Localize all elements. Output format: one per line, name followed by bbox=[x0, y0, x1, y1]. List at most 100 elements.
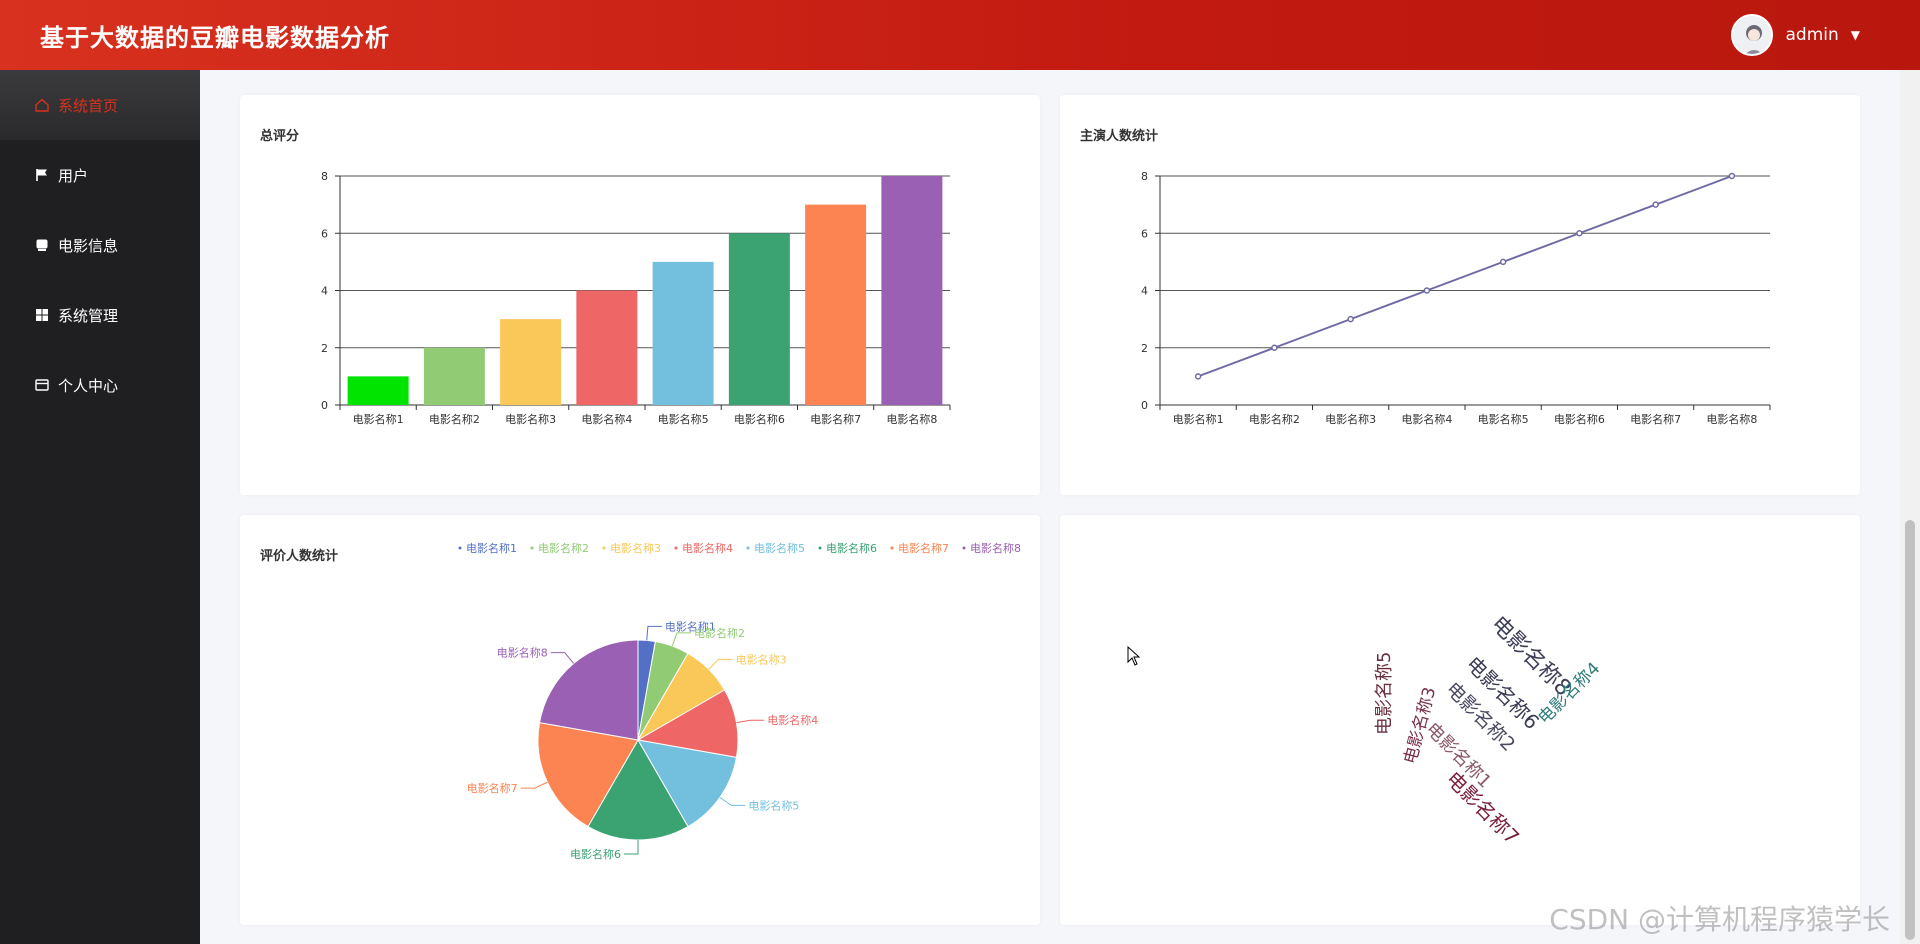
sidebar: 系统首页 用户 电影信息 系统管理 个人中心 bbox=[0, 70, 200, 944]
point bbox=[1423, 287, 1431, 294]
point bbox=[1271, 344, 1278, 351]
y-tick-label: 4 bbox=[1141, 285, 1148, 298]
legend-marker bbox=[962, 546, 966, 550]
y-tick-label: 8 bbox=[321, 170, 328, 183]
x-tick-label: 电影名称7 bbox=[1630, 412, 1681, 426]
legend-label: 电影名称8 bbox=[970, 541, 1021, 555]
legend-label: 电影名称7 bbox=[898, 541, 949, 555]
user-menu[interactable]: admin ▼ bbox=[1731, 14, 1860, 56]
sidebar-item-home[interactable]: 系统首页 bbox=[0, 70, 200, 140]
label-leader bbox=[624, 840, 639, 855]
x-tick-label: 电影名称2 bbox=[429, 412, 480, 426]
bar bbox=[347, 376, 409, 405]
home-icon bbox=[34, 97, 50, 113]
flag-icon bbox=[34, 167, 50, 183]
point bbox=[1499, 258, 1507, 266]
sidebar-item-label: 电影信息 bbox=[58, 236, 119, 255]
pie-slice bbox=[636, 689, 739, 758]
sidebar-item-users[interactable]: 用户 bbox=[0, 140, 200, 210]
point bbox=[1728, 172, 1736, 180]
reviews-panel: 评价人数统计 电影名称1 电影名称2 电影名称3 电影名称4 电影名称5 电影名称6 电影名… bbox=[240, 515, 1040, 925]
legend-marker bbox=[818, 546, 822, 550]
avatar[interactable] bbox=[1731, 14, 1774, 56]
bar bbox=[652, 261, 714, 405]
cast-panel: 主演人数统计 0 2 4 6 8 电影名称1 电影名称2 电影名称3 电影名称4 电影名称5 电影名… bbox=[1060, 95, 1860, 495]
slice-label: 电影名称6 bbox=[570, 847, 621, 861]
bar bbox=[805, 204, 867, 405]
grid-icon bbox=[34, 307, 50, 323]
legend-label: 电影名称1 bbox=[466, 541, 517, 555]
main-content: 总评分 0 2 4 6 8 电影名称1 电影名称2 电影名称3 电影名称4 电影名称5 电影名称6 电… bbox=[200, 70, 1900, 944]
series-line bbox=[1197, 175, 1733, 378]
x-tick-label: 电影名称3 bbox=[1325, 412, 1376, 426]
y-tick-label: 6 bbox=[1141, 227, 1148, 240]
y-tick-label: 2 bbox=[1141, 342, 1148, 355]
x-tick-label: 电影名称5 bbox=[1478, 412, 1529, 426]
legend-marker bbox=[674, 546, 678, 550]
label-leader bbox=[646, 625, 662, 641]
legend-label: 电影名称6 bbox=[826, 541, 877, 555]
x-tick-label: 电影名称1 bbox=[353, 412, 404, 426]
label-leader bbox=[550, 652, 575, 664]
sidebar-item-movies[interactable]: 电影信息 bbox=[0, 210, 200, 280]
sidebar-item-label: 用户 bbox=[58, 166, 89, 185]
legend-marker bbox=[530, 546, 534, 550]
rating-panel: 总评分 0 2 4 6 8 电影名称1 电影名称2 电影名称3 电影名称4 电影名称5 电影名称6 电… bbox=[240, 95, 1040, 495]
app-title: 基于大数据的豆瓣电影数据分析 bbox=[40, 23, 390, 52]
x-tick-label: 电影名称3 bbox=[505, 412, 556, 426]
label-leader bbox=[708, 658, 733, 670]
chevron-down-icon[interactable]: ▼ bbox=[1850, 28, 1860, 42]
label-leader bbox=[671, 632, 691, 647]
point bbox=[1347, 315, 1354, 323]
x-tick-label: 电影名称6 bbox=[1554, 412, 1605, 426]
x-tick-label: 电影名称4 bbox=[1401, 412, 1452, 426]
slice-label: 电影名称7 bbox=[467, 781, 518, 795]
y-tick-label: 6 bbox=[321, 227, 328, 240]
sidebar-item-profile[interactable]: 个人中心 bbox=[0, 350, 200, 420]
bar bbox=[500, 319, 562, 405]
pie-slice bbox=[637, 739, 738, 828]
x-tick-label: 电影名称5 bbox=[658, 412, 709, 426]
mouse-cursor-icon bbox=[1127, 645, 1141, 670]
y-tick-label: 2 bbox=[321, 342, 328, 355]
slice-label: 电影名称2 bbox=[694, 626, 745, 640]
x-tick-label: 电影名称4 bbox=[581, 412, 632, 426]
username[interactable]: admin bbox=[1785, 25, 1839, 45]
panel-title: 总评分 bbox=[260, 129, 300, 144]
slice-label: 电影名称5 bbox=[748, 798, 799, 812]
legend-marker bbox=[746, 546, 750, 550]
panel-title: 评价人数统计 bbox=[260, 549, 339, 564]
reviews-pie-chart: 电影名称1 电影名称2 电影名称3 电影名称4 电影名称5 电影名称6 电影名称7 电影名称8… bbox=[458, 541, 1021, 861]
rating-bar-chart: 0 2 4 6 8 电影名称1 电影名称2 电影名称3 电影名称4 电影名称5 电影名称6 电影名称7… bbox=[321, 170, 951, 426]
pie-slice bbox=[587, 738, 689, 841]
y-tick-label: 4 bbox=[321, 285, 328, 298]
scrollbar-thumb[interactable] bbox=[1905, 520, 1915, 940]
legend-marker bbox=[458, 546, 462, 550]
slice-label: 电影名称1 bbox=[665, 619, 716, 633]
label-leader bbox=[736, 719, 765, 724]
top-header: 基于大数据的豆瓣电影数据分析 admin ▼ bbox=[0, 0, 1920, 70]
sidebar-item-label: 个人中心 bbox=[58, 376, 119, 395]
cast-line-chart: 0 2 4 6 8 电影名称1 电影名称2 电影名称3 电影名称4 电影名称5 电影名称6 电影名称7… bbox=[1141, 170, 1771, 426]
sidebar-item-label: 系统首页 bbox=[58, 96, 119, 115]
wordcloud-panel: 电影名称8 电影名称6 电影名称2 电影名称1 电影名称4 电影名称5 电影名称3 电影名称7 bbox=[1060, 515, 1860, 925]
pie-slice bbox=[538, 639, 639, 741]
pie-slice bbox=[537, 722, 639, 828]
film-icon bbox=[34, 237, 50, 253]
bar bbox=[576, 290, 638, 405]
point bbox=[1194, 373, 1202, 380]
word: 电影名称5 bbox=[1374, 652, 1395, 735]
sidebar-item-system[interactable]: 系统管理 bbox=[0, 280, 200, 350]
legend-label: 电影名称5 bbox=[754, 541, 805, 555]
legend-label: 电影名称4 bbox=[682, 541, 733, 555]
legend-marker bbox=[602, 546, 606, 550]
legend-marker bbox=[890, 546, 894, 550]
y-tick-label: 0 bbox=[1141, 399, 1148, 412]
x-tick-label: 电影名称6 bbox=[734, 412, 785, 426]
y-tick-label: 0 bbox=[321, 399, 328, 412]
bar bbox=[881, 176, 943, 405]
sidebar-item-label: 系统管理 bbox=[58, 306, 119, 325]
slice-label: 电影名称3 bbox=[736, 652, 787, 666]
vertical-scrollbar[interactable] bbox=[1900, 70, 1920, 944]
